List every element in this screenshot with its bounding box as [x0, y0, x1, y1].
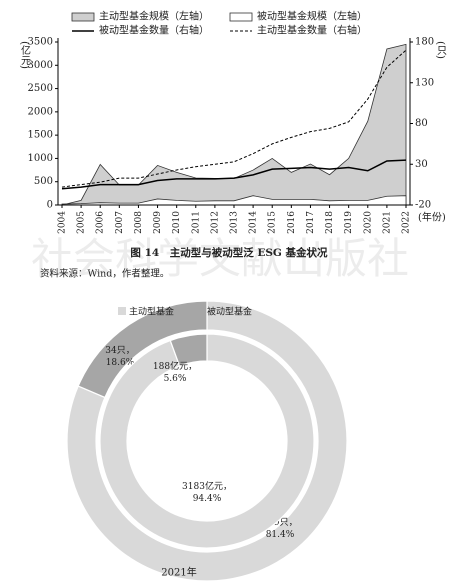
- x-tick-label: 2005: [77, 211, 87, 234]
- doughnut-segment: [66, 300, 348, 581]
- legend-label: 被动型基金数量（右轴）: [99, 24, 209, 37]
- x-tick-label: 2009: [153, 211, 163, 234]
- x-tick-label: 2010: [172, 211, 182, 234]
- doughnut-segment: [169, 333, 208, 367]
- y2-tick-label: 30: [415, 159, 428, 170]
- legend-label: 被动型基金: [207, 306, 252, 318]
- x-tick-label: 2018: [325, 211, 335, 234]
- x-tick-label: 2015: [268, 211, 278, 234]
- x-tick-label: 2022: [402, 211, 412, 234]
- data-label: 149只， 81.4%: [262, 518, 297, 540]
- y-tick-label: 1500: [28, 130, 53, 141]
- legend-label: 主动型基金: [129, 306, 174, 318]
- line: [61, 49, 407, 188]
- line: [61, 159, 407, 190]
- area: [61, 195, 407, 206]
- y2-tick-label: 80: [415, 118, 428, 129]
- y-tick-label: 3000: [28, 60, 53, 71]
- doughnut-segment: [99, 333, 315, 549]
- y2-tick-label: -20: [415, 200, 431, 211]
- y-tick-label: 2000: [28, 106, 53, 117]
- x-axis-title: 2021年: [161, 566, 196, 579]
- legend-swatch: [196, 307, 204, 315]
- x-tick-label: 2019: [344, 211, 354, 234]
- x-tick-label: 2006: [96, 211, 106, 234]
- x-tick-label: 2013: [230, 211, 240, 234]
- y-tick-label: 3500: [28, 37, 53, 48]
- area: [61, 43, 407, 206]
- x-tick-label: 2008: [134, 211, 144, 234]
- watermark: 社会科学文献出版社: [31, 234, 409, 283]
- legend-swatch: [118, 307, 126, 315]
- data-label: 34只， 18.6%: [105, 346, 134, 368]
- x-tick-label: 2017: [306, 211, 316, 234]
- x-tick-label: 2012: [210, 211, 220, 234]
- x-tick-label: 2007: [115, 211, 125, 234]
- x-tick-label: 2014: [249, 211, 259, 234]
- y-tick-label: 0: [47, 200, 53, 211]
- y2-axis-title: (只): [435, 41, 447, 59]
- x-tick-label: 2020: [363, 211, 373, 234]
- legend-label: 主动型基金数量（右轴）: [257, 24, 367, 37]
- x-tick-label: 2021: [382, 211, 392, 234]
- legend-label: 主动型基金规模（左轴）: [99, 10, 209, 23]
- caption: 图 14 主动型与被动型泛 ESG 基金状况: [130, 246, 328, 259]
- y-axis-title: (亿元): [19, 41, 31, 69]
- y-tick-label: 500: [34, 176, 53, 187]
- legend-swatch: [71, 12, 95, 22]
- legend-label: 被动型基金规模（左轴）: [257, 10, 367, 23]
- x-tick-label: 2016: [287, 211, 297, 234]
- data-label: 188亿元， 5.6%: [153, 360, 197, 384]
- y2-tick-label: 130: [415, 77, 434, 88]
- y-tick-label: 2500: [28, 83, 53, 94]
- source: 资料来源：Wind，作者整理。: [40, 268, 169, 280]
- x-tick-label: 2004: [58, 211, 68, 234]
- data-label: 3183亿元， 94.4%: [182, 480, 232, 504]
- legend-swatch: [229, 12, 253, 22]
- y-tick-label: 1000: [28, 153, 53, 164]
- doughnut-segment: [77, 300, 208, 399]
- x-tick-label: 2011: [191, 211, 201, 234]
- x-axis-title: (年份): [418, 211, 446, 224]
- y2-tick-label: 180: [415, 37, 434, 48]
